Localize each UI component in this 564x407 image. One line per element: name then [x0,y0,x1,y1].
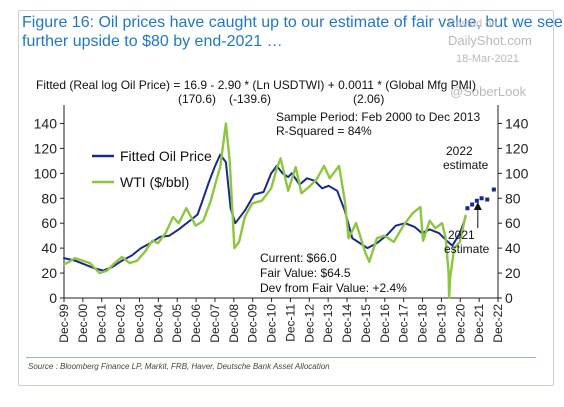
x-tick-label: Dec-00 [76,304,90,343]
legend-label-fitted: Fitted Oil Price [120,148,212,164]
x-tick-label: Dec-11 [283,304,297,342]
annotation-2022-year: 2022 [446,144,473,158]
stat-sample-period: Sample Period: Feb 2000 to Dec 2013 [276,110,480,124]
stat-r-squared: R-Squared = 84% [276,124,372,138]
x-tick-label: Dec-15 [359,304,373,343]
y-tick-label-right: 100 [505,165,529,181]
chart-series-layer [62,122,496,300]
x-tick-label: Dec-06 [189,304,203,343]
chart-frame [18,10,554,386]
x-tick-label: Dec-05 [170,304,184,343]
x-tick-label: Dec-08 [227,304,241,343]
annotation-2022-label: estimate [443,158,489,172]
x-tick-label: Dec-03 [132,304,146,343]
y-tick-label-left: 100 [34,165,58,181]
wti-price-line [62,122,467,300]
formula-se-2: (-139.6) [229,92,272,106]
regression-formula: Fitted (Real log Oil Price) = 16.9 - 2.9… [36,78,476,92]
watermark-date: 18-Mar-2021 [456,53,519,65]
annotation-2021-year: 2021 [448,228,475,242]
x-tick-label: Dec-04 [151,304,165,343]
watermark-site: DailyShot.com [448,33,532,48]
forecast-marker [491,187,496,192]
x-tick-label: Dec-20 [453,304,467,343]
y-tick-label-right: 140 [505,115,529,131]
forecast-marker [470,202,475,207]
title-line-1: Figure 16: Oil prices have caught up to … [22,14,563,31]
legend-label-wti: WTI ($/bbl) [120,174,189,190]
x-tick-label: Dec-12 [302,304,316,343]
x-tick-label: Dec-10 [265,304,279,343]
y-tick-label-left: 80 [41,190,57,206]
y-tick-label-right: 0 [505,290,513,306]
x-tick-label: Dec-22 [491,304,505,343]
arrow-2021-head [473,202,482,210]
y-tick-label-left: 140 [34,115,58,131]
forecast-marker [465,206,470,211]
x-tick-label: Dec-14 [340,304,354,343]
y-tick-label-left: 0 [49,290,57,306]
x-tick-label: Dec-02 [114,304,128,343]
y-tick-label-right: 80 [505,190,521,206]
forecast-marker [474,198,479,203]
fair-value: Fair Value: $64.5 [260,266,351,280]
y-tick-label-left: 20 [41,265,57,281]
source-note: Source : Bloomberg Finance LP, Markit, F… [28,362,330,371]
y-tick-label-left: 40 [41,240,57,256]
y-tick-label-left: 120 [34,140,58,156]
y-tick-label-left: 60 [41,215,57,231]
x-tick-label: Dec-18 [416,304,430,343]
watermark-handle: @SoberLook [450,84,527,99]
formula-se-3: (2.06) [353,92,385,106]
forecast-marker [479,196,484,201]
x-tick-label: Dec-07 [208,304,222,343]
x-tick-label: Dec-99 [57,304,71,343]
x-tick-label: Dec-19 [434,304,448,343]
chart-axes-layer [60,105,502,302]
current-value: Current: $66.0 [260,251,337,265]
y-tick-label-right: 20 [505,265,521,281]
formula-se-1: (170.6) [178,92,217,106]
dev-from-fair-value: Dev from Fair Value: +2.4% [260,281,407,295]
watermark-posted-on: Posted on [448,18,498,30]
x-tick-label: Dec-09 [246,304,260,343]
x-tick-label: Dec-16 [378,304,392,343]
y-tick-label-right: 120 [505,140,529,156]
annotation-2021-label: estimate [444,242,490,256]
x-tick-label: Dec-21 [472,304,486,343]
x-tick-label: Dec-01 [95,304,109,343]
x-tick-label: Dec-17 [397,304,411,343]
fitted-oil-price-line [63,153,467,272]
figure-title: Figure 16: Oil prices have caught up to … [22,13,563,51]
forecast-marker [485,197,490,202]
x-tick-label: Dec-13 [321,304,335,343]
footer-rule [26,357,536,358]
chart-label-layer: 0 0 20 20 40 40 60 60 80 80 100 100 120 120 140 140 Dec-… [34,110,529,343]
y-tick-label-right: 40 [505,240,521,256]
title-line-2: further upside to $80 by end-2021 … [22,33,283,50]
y-tick-label-right: 60 [505,215,521,231]
